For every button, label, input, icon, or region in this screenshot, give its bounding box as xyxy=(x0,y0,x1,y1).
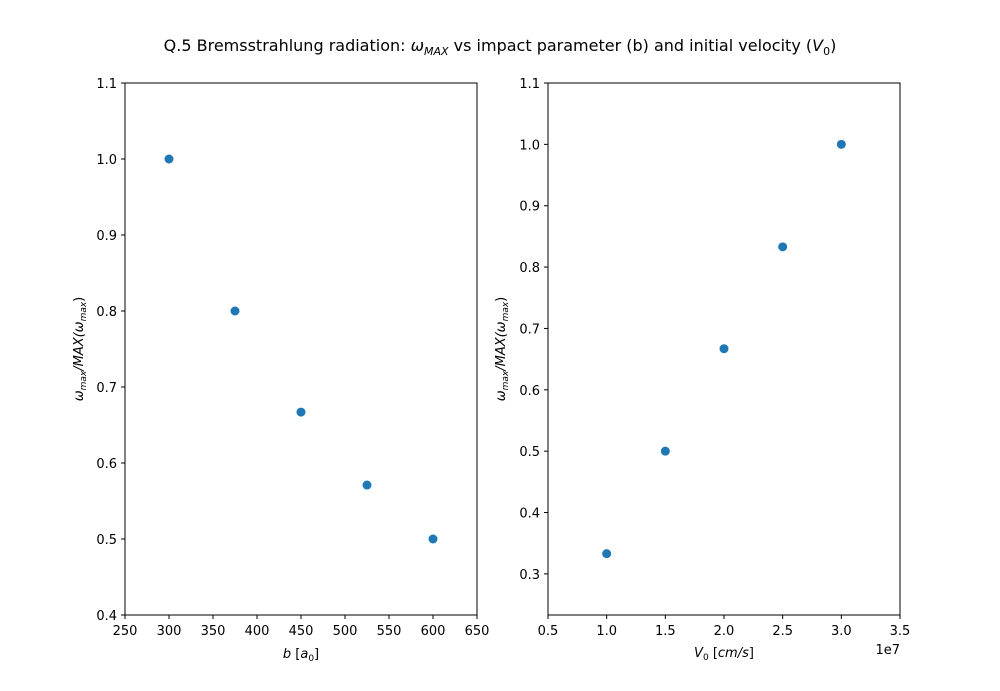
right-y-tick-label: 1.0 xyxy=(519,138,540,153)
left-y-tick-label: 1.1 xyxy=(96,77,117,92)
right-series xyxy=(602,139,846,559)
left-x-axis: 250 300 350 400 450 500 550 600 650 xyxy=(113,615,490,639)
left-data-point xyxy=(164,154,174,164)
left-x-tick-label: 600 xyxy=(421,624,446,639)
figure-title-middle: vs impact parameter (b) and initial velo… xyxy=(449,36,813,55)
right-y-tick-label: 0.4 xyxy=(519,507,540,522)
right-data-point xyxy=(778,242,788,252)
left-y-tick-label: 1.0 xyxy=(96,153,117,168)
right-y-axis-label: ωmax/MAX(ωmax) xyxy=(494,297,511,402)
right-y-tick-label: 1.1 xyxy=(519,77,540,92)
right-y-tick-label: 0.8 xyxy=(519,261,540,276)
figure-title-omega: ω xyxy=(411,36,424,55)
left-data-point xyxy=(428,534,438,544)
right-y-tick-label: 0.9 xyxy=(519,200,540,215)
right-data-point xyxy=(602,549,612,559)
right-y-tick-label: 0.5 xyxy=(519,445,540,460)
right-x-tick-label: 2.5 xyxy=(772,624,793,639)
left-y-tick-label: 0.9 xyxy=(96,229,117,244)
right-x-axis: 0.5 1.0 1.5 2.0 2.5 3.0 3.5 xyxy=(538,615,911,639)
left-x-tick-label: 400 xyxy=(245,624,270,639)
left-y-tick-label: 0.8 xyxy=(96,305,117,320)
right-y-tick-label: 0.7 xyxy=(519,322,540,337)
right-y-axis: 0.3 0.4 0.5 0.6 0.7 0.8 0.9 1.0 1.1 xyxy=(519,77,548,583)
right-data-point xyxy=(660,446,670,456)
left-series xyxy=(164,154,438,544)
left-x-tick-label: 500 xyxy=(333,624,358,639)
right-plot: 0.5 1.0 1.5 2.0 2.5 3.0 3.5 0.3 0.4 0.5 0.6 0.7 0.8… xyxy=(494,77,910,663)
right-x-tick-label: 3.5 xyxy=(890,624,911,639)
right-x-offset-label: 1e7 xyxy=(875,643,900,658)
right-x-tick-label: 1.0 xyxy=(596,624,617,639)
left-plot: 250 300 350 400 450 500 550 600 650 0.4 0.5 0.6 0.7… xyxy=(72,77,489,664)
right-y-tick-label: 0.6 xyxy=(519,384,540,399)
right-x-tick-label: 1.5 xyxy=(655,624,676,639)
figure-title: Q.5 Bremsstrahlung radiation: ωMAX vs im… xyxy=(164,36,837,58)
left-data-point xyxy=(230,306,240,316)
right-data-point xyxy=(836,139,846,149)
left-y-tick-label: 0.5 xyxy=(96,533,117,548)
figure-title-v-sub: 0 xyxy=(823,45,830,58)
left-data-point xyxy=(296,407,306,417)
figure-title-suffix: ) xyxy=(830,36,836,55)
left-y-axis: 0.4 0.5 0.6 0.7 0.8 0.9 1.0 1.1 xyxy=(96,77,125,624)
right-x-tick-label: 0.5 xyxy=(538,624,559,639)
left-y-axis-label: ωmax/MAX(ωmax) xyxy=(72,297,89,402)
right-x-tick-label: 3.0 xyxy=(831,624,852,639)
figure-title-v: V xyxy=(812,36,824,55)
left-x-tick-label: 350 xyxy=(201,624,226,639)
left-x-tick-label: 650 xyxy=(465,624,490,639)
left-x-tick-label: 550 xyxy=(377,624,402,639)
right-x-axis-label: V0 [cm/s] xyxy=(694,646,754,663)
figure-title-omega-sub: MAX xyxy=(424,45,449,58)
right-y-tick-label: 0.3 xyxy=(519,568,540,583)
left-x-axis-label: b [a0] xyxy=(283,647,319,664)
figure-title-prefix: Q.5 Bremsstrahlung radiation: xyxy=(164,36,411,55)
left-x-tick-label: 250 xyxy=(113,624,138,639)
left-y-tick-label: 0.6 xyxy=(96,457,117,472)
left-y-tick-label: 0.7 xyxy=(96,381,117,396)
left-x-tick-label: 300 xyxy=(157,624,182,639)
left-data-point xyxy=(362,480,372,490)
left-x-tick-label: 450 xyxy=(289,624,314,639)
right-x-tick-label: 2.0 xyxy=(714,624,735,639)
left-y-tick-label: 0.4 xyxy=(96,609,117,624)
right-data-point xyxy=(719,344,729,354)
